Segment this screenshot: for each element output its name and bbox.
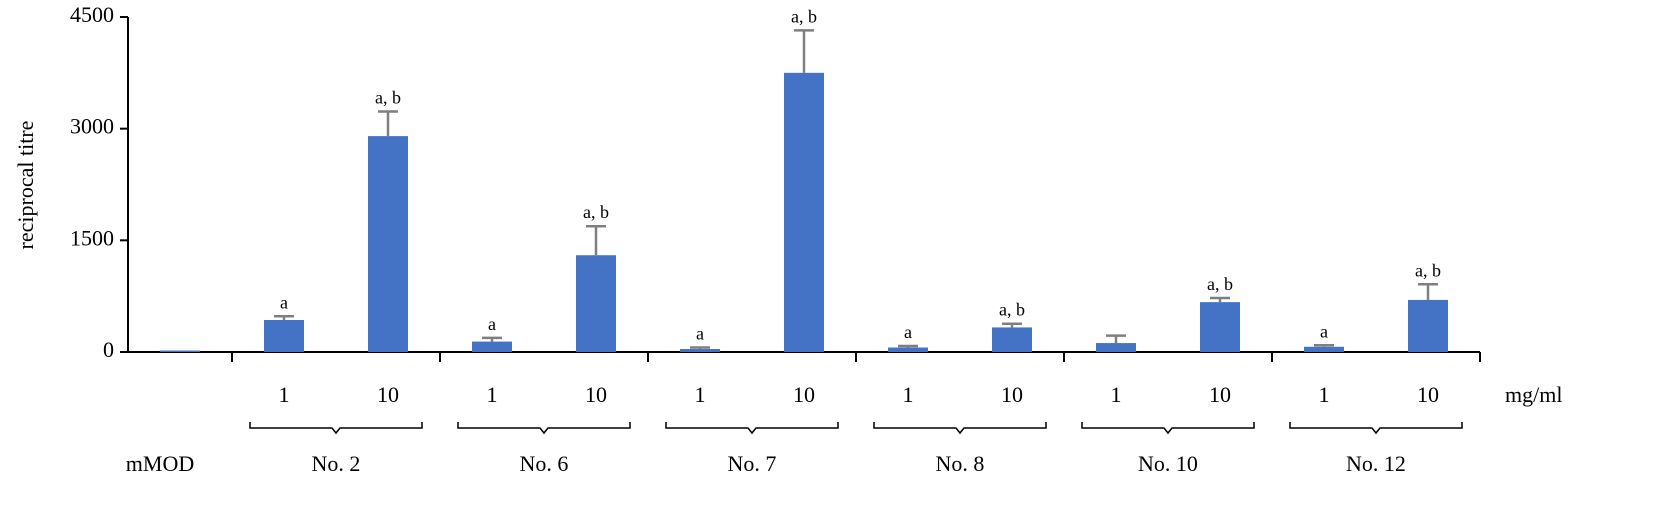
- bar: [680, 349, 720, 352]
- y-tick-label: 0: [103, 337, 114, 362]
- bar: [576, 255, 616, 352]
- x-tick-label: 10: [793, 382, 815, 407]
- x-tick-label: 1: [279, 382, 290, 407]
- y-tick-label: 4500: [70, 2, 114, 27]
- bar: [888, 347, 928, 352]
- y-axis-label: reciprocal titre: [13, 121, 38, 250]
- x-tick-label: 1: [1319, 382, 1330, 407]
- group-bracket: [457, 422, 631, 435]
- bar: [1408, 299, 1448, 352]
- group-bracket: [665, 422, 839, 435]
- group-label: No. 12: [1346, 451, 1406, 476]
- group-bracket: [249, 422, 423, 435]
- bar: [472, 341, 512, 352]
- group-bracket: [1081, 422, 1255, 435]
- annotation: a, b: [375, 88, 401, 108]
- x-tick-label: 10: [1209, 382, 1231, 407]
- annotation: a, b: [1415, 260, 1441, 280]
- bar: [1304, 346, 1344, 352]
- y-tick-label: 3000: [70, 114, 114, 139]
- x-tick-label: 1: [1111, 382, 1122, 407]
- y-tick-label: 1500: [70, 225, 114, 250]
- bar: [992, 327, 1032, 352]
- group-label: No. 7: [728, 451, 777, 476]
- annotation: a: [280, 292, 288, 312]
- group-bracket: [1289, 422, 1463, 435]
- annotation: a: [488, 314, 496, 334]
- annotation: a, b: [583, 202, 609, 222]
- annotation: a: [1320, 321, 1328, 341]
- group-label: mMOD: [126, 451, 194, 476]
- bar: [1200, 302, 1240, 352]
- bar: [1096, 343, 1136, 352]
- x-tick-label: 1: [903, 382, 914, 407]
- annotation: a, b: [791, 6, 817, 26]
- annotation: a, b: [999, 300, 1025, 320]
- bar: [160, 350, 200, 352]
- annotation: a, b: [1207, 274, 1233, 294]
- group-label: No. 6: [520, 451, 569, 476]
- x-tick-label: 10: [585, 382, 607, 407]
- x-tick-label: 1: [695, 382, 706, 407]
- x-tick-label: 10: [1001, 382, 1023, 407]
- x-tick-label: 1: [487, 382, 498, 407]
- bar: [784, 72, 824, 352]
- x-unit-label: mg/ml: [1505, 382, 1562, 407]
- x-tick-label: 10: [377, 382, 399, 407]
- bar: [264, 319, 304, 352]
- group-label: No. 2: [312, 451, 361, 476]
- x-tick-label: 10: [1417, 382, 1439, 407]
- bar: [368, 136, 408, 352]
- annotation: a: [904, 322, 912, 342]
- annotation: a: [696, 324, 704, 344]
- group-bracket: [873, 422, 1047, 435]
- group-label: No. 10: [1138, 451, 1198, 476]
- group-label: No. 8: [936, 451, 985, 476]
